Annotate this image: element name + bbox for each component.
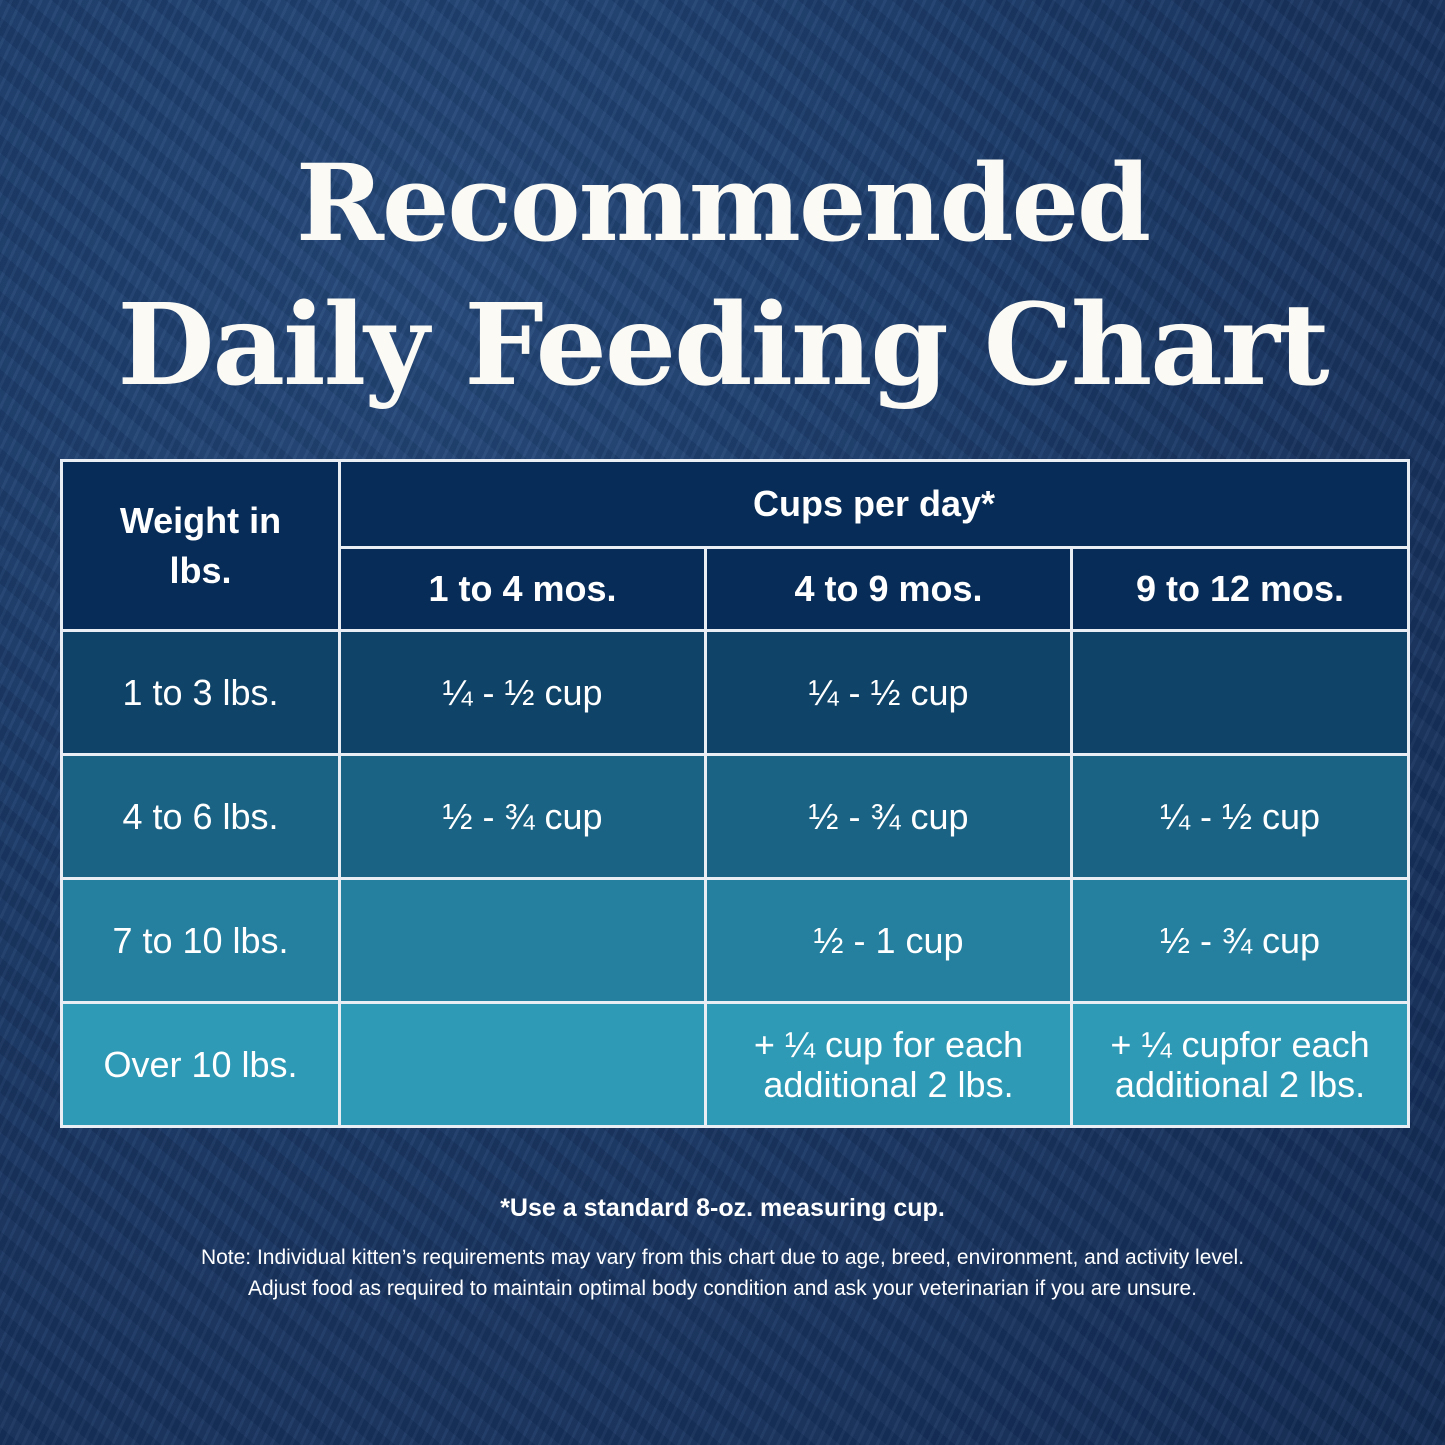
table-row: Over 10 lbs. + ¼ cup for each additional … [60, 1001, 1411, 1128]
note: Note: Individual kitten’s requirements m… [0, 1242, 1445, 1304]
cups-cell: ¼ - ½ cup [338, 629, 707, 756]
cups-cell: ½ - ¾ cup [1069, 877, 1411, 1004]
table-row: 4 to 6 lbs. ½ - ¾ cup ½ - ¾ cup ¼ - ½ cup [60, 753, 1411, 880]
weight-cell: 4 to 6 lbs. [60, 753, 341, 880]
cups-cell: ½ - ¾ cup [338, 753, 707, 880]
table-row: 1 to 3 lbs. ¼ - ½ cup ¼ - ½ cup [60, 629, 1411, 756]
cups-cell: ½ - 1 cup [704, 877, 1073, 1004]
note-line-1: Note: Individual kitten’s requirements m… [200, 1246, 1245, 1269]
weight-cell: 1 to 3 lbs. [60, 629, 341, 756]
cups-cell: + ¼ cupfor each additional 2 lbs. [1069, 1001, 1411, 1128]
cups-cell [338, 1001, 707, 1128]
column-header: 4 to 9 mos. [704, 546, 1073, 632]
weight-cell: Over 10 lbs. [60, 1001, 341, 1128]
weight-header: Weight in lbs. [60, 459, 341, 632]
title-line-1: Recommended [295, 140, 1151, 265]
footnote: *Use a standard 8-oz. measuring cup. [500, 1194, 945, 1222]
cups-cell: ½ - ¾ cup [704, 753, 1073, 880]
title-line-2: Daily Feeding Chart [117, 280, 1329, 411]
column-header: 1 to 4 mos. [338, 546, 707, 632]
cups-cell: ¼ - ½ cup [1069, 753, 1411, 880]
feeding-table: Weight in lbs. Cups per day* 1 to 4 mos.… [60, 459, 1411, 1128]
cups-cell: + ¼ cup for each additional 2 lbs. [704, 1001, 1073, 1128]
note-line-2: Adjust food as required to maintain opti… [247, 1277, 1198, 1300]
cups-cell: ¼ - ½ cup [704, 629, 1073, 756]
table-row: 7 to 10 lbs. ½ - 1 cup ½ - ¾ cup [60, 877, 1411, 1004]
weight-cell: 7 to 10 lbs. [60, 877, 341, 1004]
cups-per-day-header: Cups per day* [337, 459, 1411, 549]
column-header: 9 to 12 mos. [1069, 546, 1411, 632]
cups-cell [1069, 629, 1411, 756]
cups-cell [338, 877, 707, 1004]
